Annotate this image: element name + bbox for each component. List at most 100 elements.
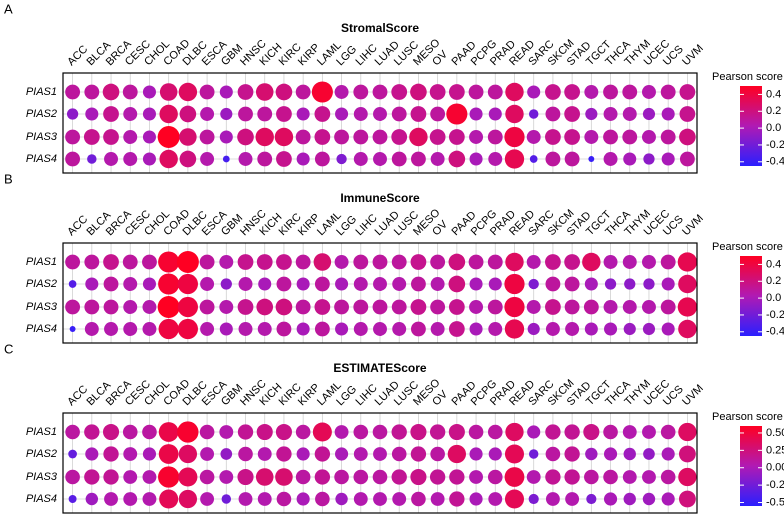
dot [661,107,675,121]
dot [353,277,368,291]
dot [65,84,81,100]
colorbar-tick-label: 0.0 [766,292,781,304]
dot [504,149,525,169]
dot [199,84,215,100]
dot [237,424,254,440]
dot [123,107,138,121]
dot [104,492,118,506]
colorbar-tick-label: 0.2 [766,105,781,117]
dot [219,470,234,484]
dot [158,444,179,464]
dot [103,446,119,462]
dot [584,277,598,291]
dot [642,492,656,506]
dot [353,492,368,506]
dot [603,300,618,314]
dot [256,254,273,270]
dot [679,128,696,146]
dot [373,277,387,291]
dot [504,444,525,464]
dot [488,322,503,336]
dot [643,448,655,460]
column-label: ACC [65,43,90,68]
dot [583,423,600,441]
dot [603,492,618,506]
dot [353,469,369,485]
row-label: PIAS3 [26,301,58,313]
dot [448,84,465,100]
dot [661,492,675,506]
row-label: PIAS2 [26,448,57,460]
dot [410,106,427,122]
dot [449,491,465,507]
dot [66,108,79,120]
dot [603,424,618,440]
row-label: PIAS1 [26,426,57,438]
dot [678,274,697,294]
dot [469,152,483,166]
dot [220,448,233,460]
dot [643,153,655,165]
dot [314,106,331,122]
dot [258,277,272,291]
dot [488,492,503,506]
dot [583,299,599,315]
dot [142,107,156,121]
dot [660,424,676,440]
dot [158,422,179,442]
panel-title: ImmuneScore [340,191,420,205]
colorbar [740,86,762,166]
dot [528,109,539,119]
dot [177,296,198,318]
dot [391,84,408,100]
dot [392,322,407,336]
dot [178,82,198,102]
dot [564,84,580,100]
dot [314,151,330,167]
dot [353,299,369,315]
dot [469,322,483,336]
dot [65,469,80,485]
dot [178,489,198,509]
dot [487,469,503,485]
dot [411,276,426,292]
dot [275,468,293,486]
dot [504,126,525,148]
dot [200,107,215,121]
dot [410,83,427,101]
dot [391,424,407,440]
colorbar-tick-label: -0.4 [766,326,784,338]
dot [142,447,157,461]
dot [219,130,233,144]
dot [176,251,199,273]
dot [177,273,198,295]
dot [159,104,178,124]
plot-frame [62,242,698,344]
dot [334,255,349,269]
dot [391,106,407,122]
dot [221,494,232,504]
dot [488,277,502,291]
dot [179,105,197,123]
dot [564,424,580,440]
dot [409,127,428,147]
dot [199,424,215,440]
dot [238,492,253,506]
dot [678,422,697,442]
dot [85,277,99,291]
dot [545,276,561,292]
dot [429,424,446,440]
dot [123,277,138,291]
dot [545,446,561,462]
dot [314,446,331,462]
dot [603,255,618,269]
dot [296,492,310,506]
column-label: UVM [680,212,706,238]
dot [392,492,407,506]
dot [142,130,156,144]
dot [353,152,368,166]
dot [642,322,656,336]
dot [528,278,539,290]
dot [564,151,580,167]
dot [624,278,636,290]
